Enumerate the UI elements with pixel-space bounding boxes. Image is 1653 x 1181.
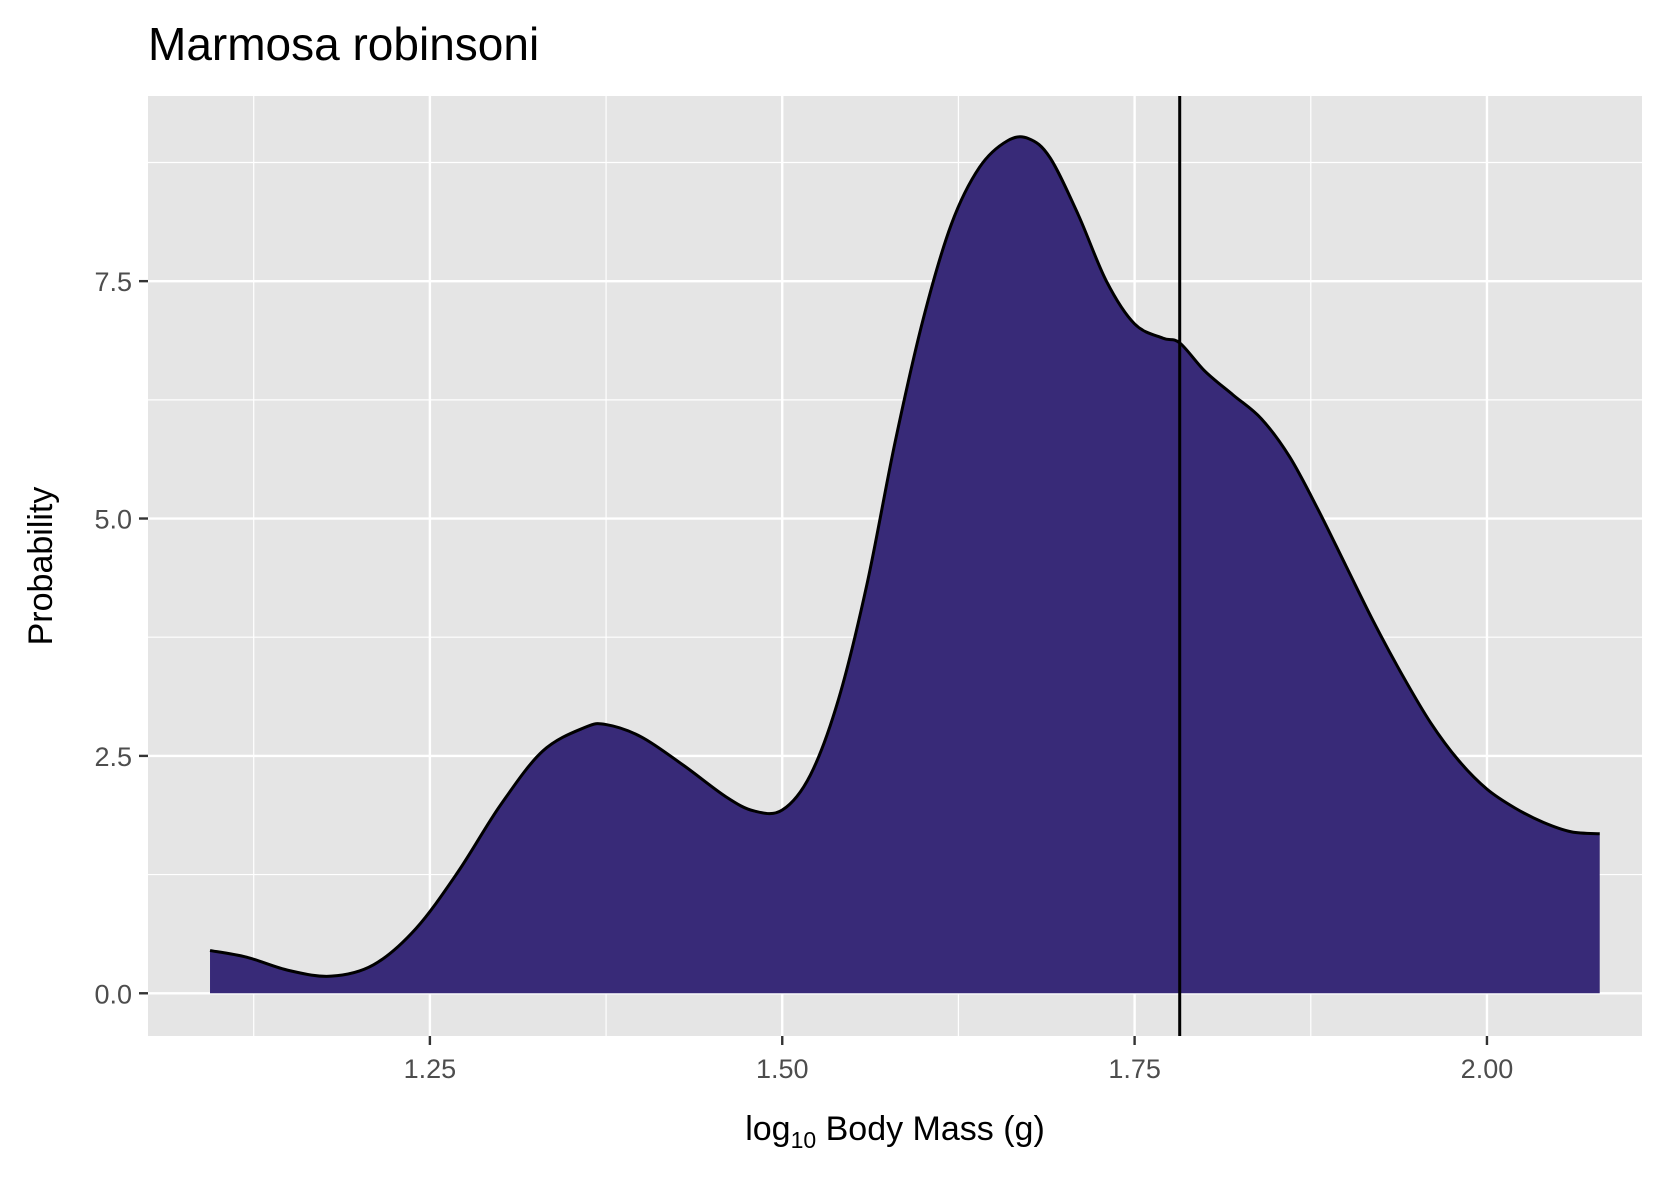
- x-tick-label: 1.25: [404, 1054, 457, 1084]
- y-tick-label: 7.5: [94, 267, 132, 297]
- x-axis-title: log10 Body Mass (g): [745, 1110, 1045, 1153]
- density-area: [210, 136, 1600, 994]
- x-tick-label: 1.50: [756, 1054, 809, 1084]
- y-axis: 0.0 2.5 5.0 7.5: [94, 267, 148, 1009]
- y-tick-label: 2.5: [94, 742, 132, 772]
- y-tick-label: 0.0: [94, 979, 132, 1009]
- y-axis-title: Probability: [22, 487, 60, 646]
- chart-title: Marmosa robinsoni: [148, 18, 539, 70]
- x-tick-label: 1.75: [1108, 1054, 1161, 1084]
- x-tick-label: 2.00: [1461, 1054, 1514, 1084]
- density-curve: [209, 135, 1600, 978]
- x-axis: 1.25 1.50 1.75 2.00: [404, 1036, 1514, 1084]
- y-tick-label: 5.0: [94, 505, 132, 535]
- density-area-layer: [209, 135, 1600, 994]
